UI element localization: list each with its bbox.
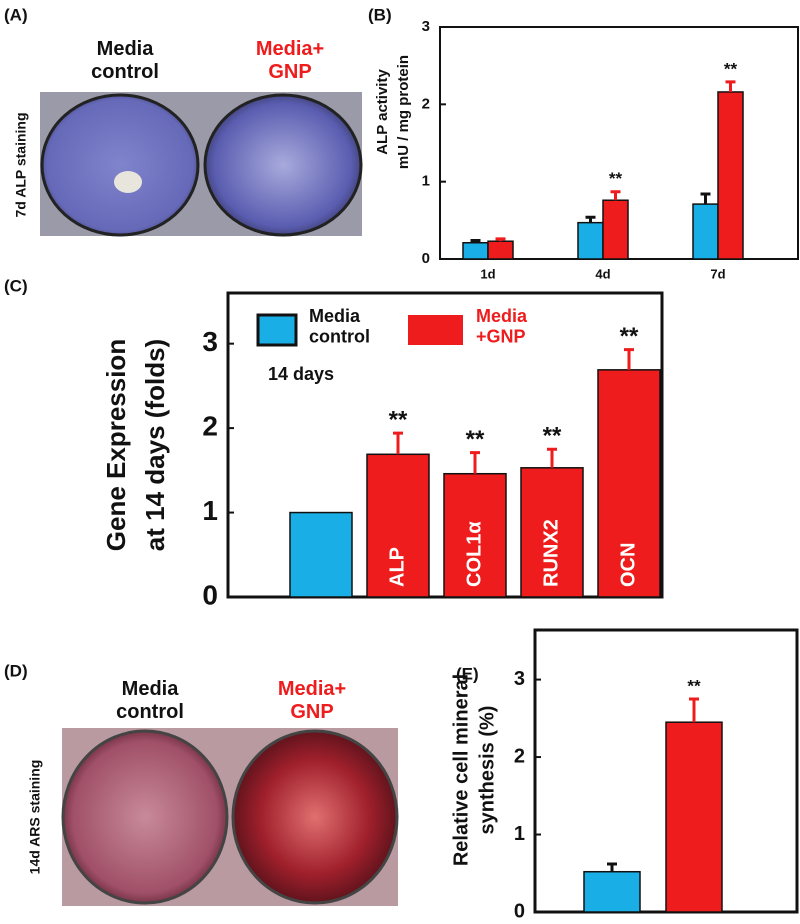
y-tick-label: 2 [202,411,218,442]
error-bar [610,190,621,201]
error-bar [585,215,596,223]
legend-swatch [408,315,463,345]
well-spot [114,171,142,193]
panel-label: (B) [368,5,392,24]
y-axis-label: Gene Expression [101,339,131,551]
side-label: 14d ARS staining [27,760,43,875]
y-axis-label: synthesis (%) [476,706,498,835]
bar [583,870,641,913]
error-bar [689,697,699,723]
annotation: 14 days [268,364,334,384]
y-tick-label: 3 [422,18,430,35]
error-bar [495,237,506,242]
significance-label: ** [389,407,408,434]
significance-label: ** [609,169,623,188]
condition-label: Media+ GNP [256,38,324,83]
y-tick-label: 0 [514,900,525,922]
panel-label: (D) [4,661,28,680]
bar [289,511,353,598]
bar [577,221,604,260]
significance-label: ** [724,59,738,78]
legend-swatch [256,313,298,347]
bar [692,203,719,260]
condition-label: Media control [91,38,159,83]
x-tick-label: 4d [595,266,610,281]
error-bar [547,447,557,468]
x-tick-label: 1d [480,266,495,281]
y-axis-label: mU / mg protein [395,55,412,169]
y-tick-label: 0 [422,250,430,267]
error-bar [393,431,403,455]
well-photo [40,93,200,237]
panel-label: (C) [4,276,28,295]
significance-label: ** [543,423,562,450]
bar [520,467,584,598]
error-bar [470,238,481,243]
y-tick-label: 1 [202,495,218,526]
error-bar [624,348,634,370]
error-bar [725,80,736,92]
bar [717,91,744,260]
y-axis-label: Relative cell mineral [450,674,472,866]
significance-label: ** [620,323,639,350]
significance-label: ** [466,426,485,453]
condition-label: Media control [116,678,184,723]
y-tick-label: 1 [422,173,430,190]
well-photo [61,729,229,905]
well-photo [231,729,399,905]
y-tick-label: 3 [514,668,525,690]
x-tick-label: 7d [710,266,725,281]
bar [602,199,629,260]
category-label: COL1α [463,521,485,587]
panel-label: (A) [4,5,28,24]
bar [597,369,661,598]
y-axis-label: at 14 days (folds) [140,339,170,551]
condition-label: Media+ GNP [278,678,346,723]
bar [487,240,514,260]
bar [665,721,723,913]
category-label: ALP [386,547,408,587]
panel-label: (E) [456,664,479,683]
error-bar [700,192,711,205]
error-bar [607,862,617,872]
y-tick-label: 2 [422,95,430,112]
category-label: OCN [617,543,639,587]
y-axis-label: ALP activity [374,69,391,155]
bar [462,242,489,260]
y-tick-label: 0 [202,579,218,610]
well-photo [203,93,363,237]
legend-label: Media control [309,306,370,347]
error-bar [470,451,480,474]
legend-label: Media +GNP [476,306,528,347]
side-label: 7d ALP staining [13,112,29,217]
y-tick-label: 1 [514,823,525,845]
y-tick-label: 2 [514,745,525,767]
category-label: RUNX2 [540,519,562,587]
significance-label: ** [687,676,701,695]
y-tick-label: 3 [202,326,218,357]
